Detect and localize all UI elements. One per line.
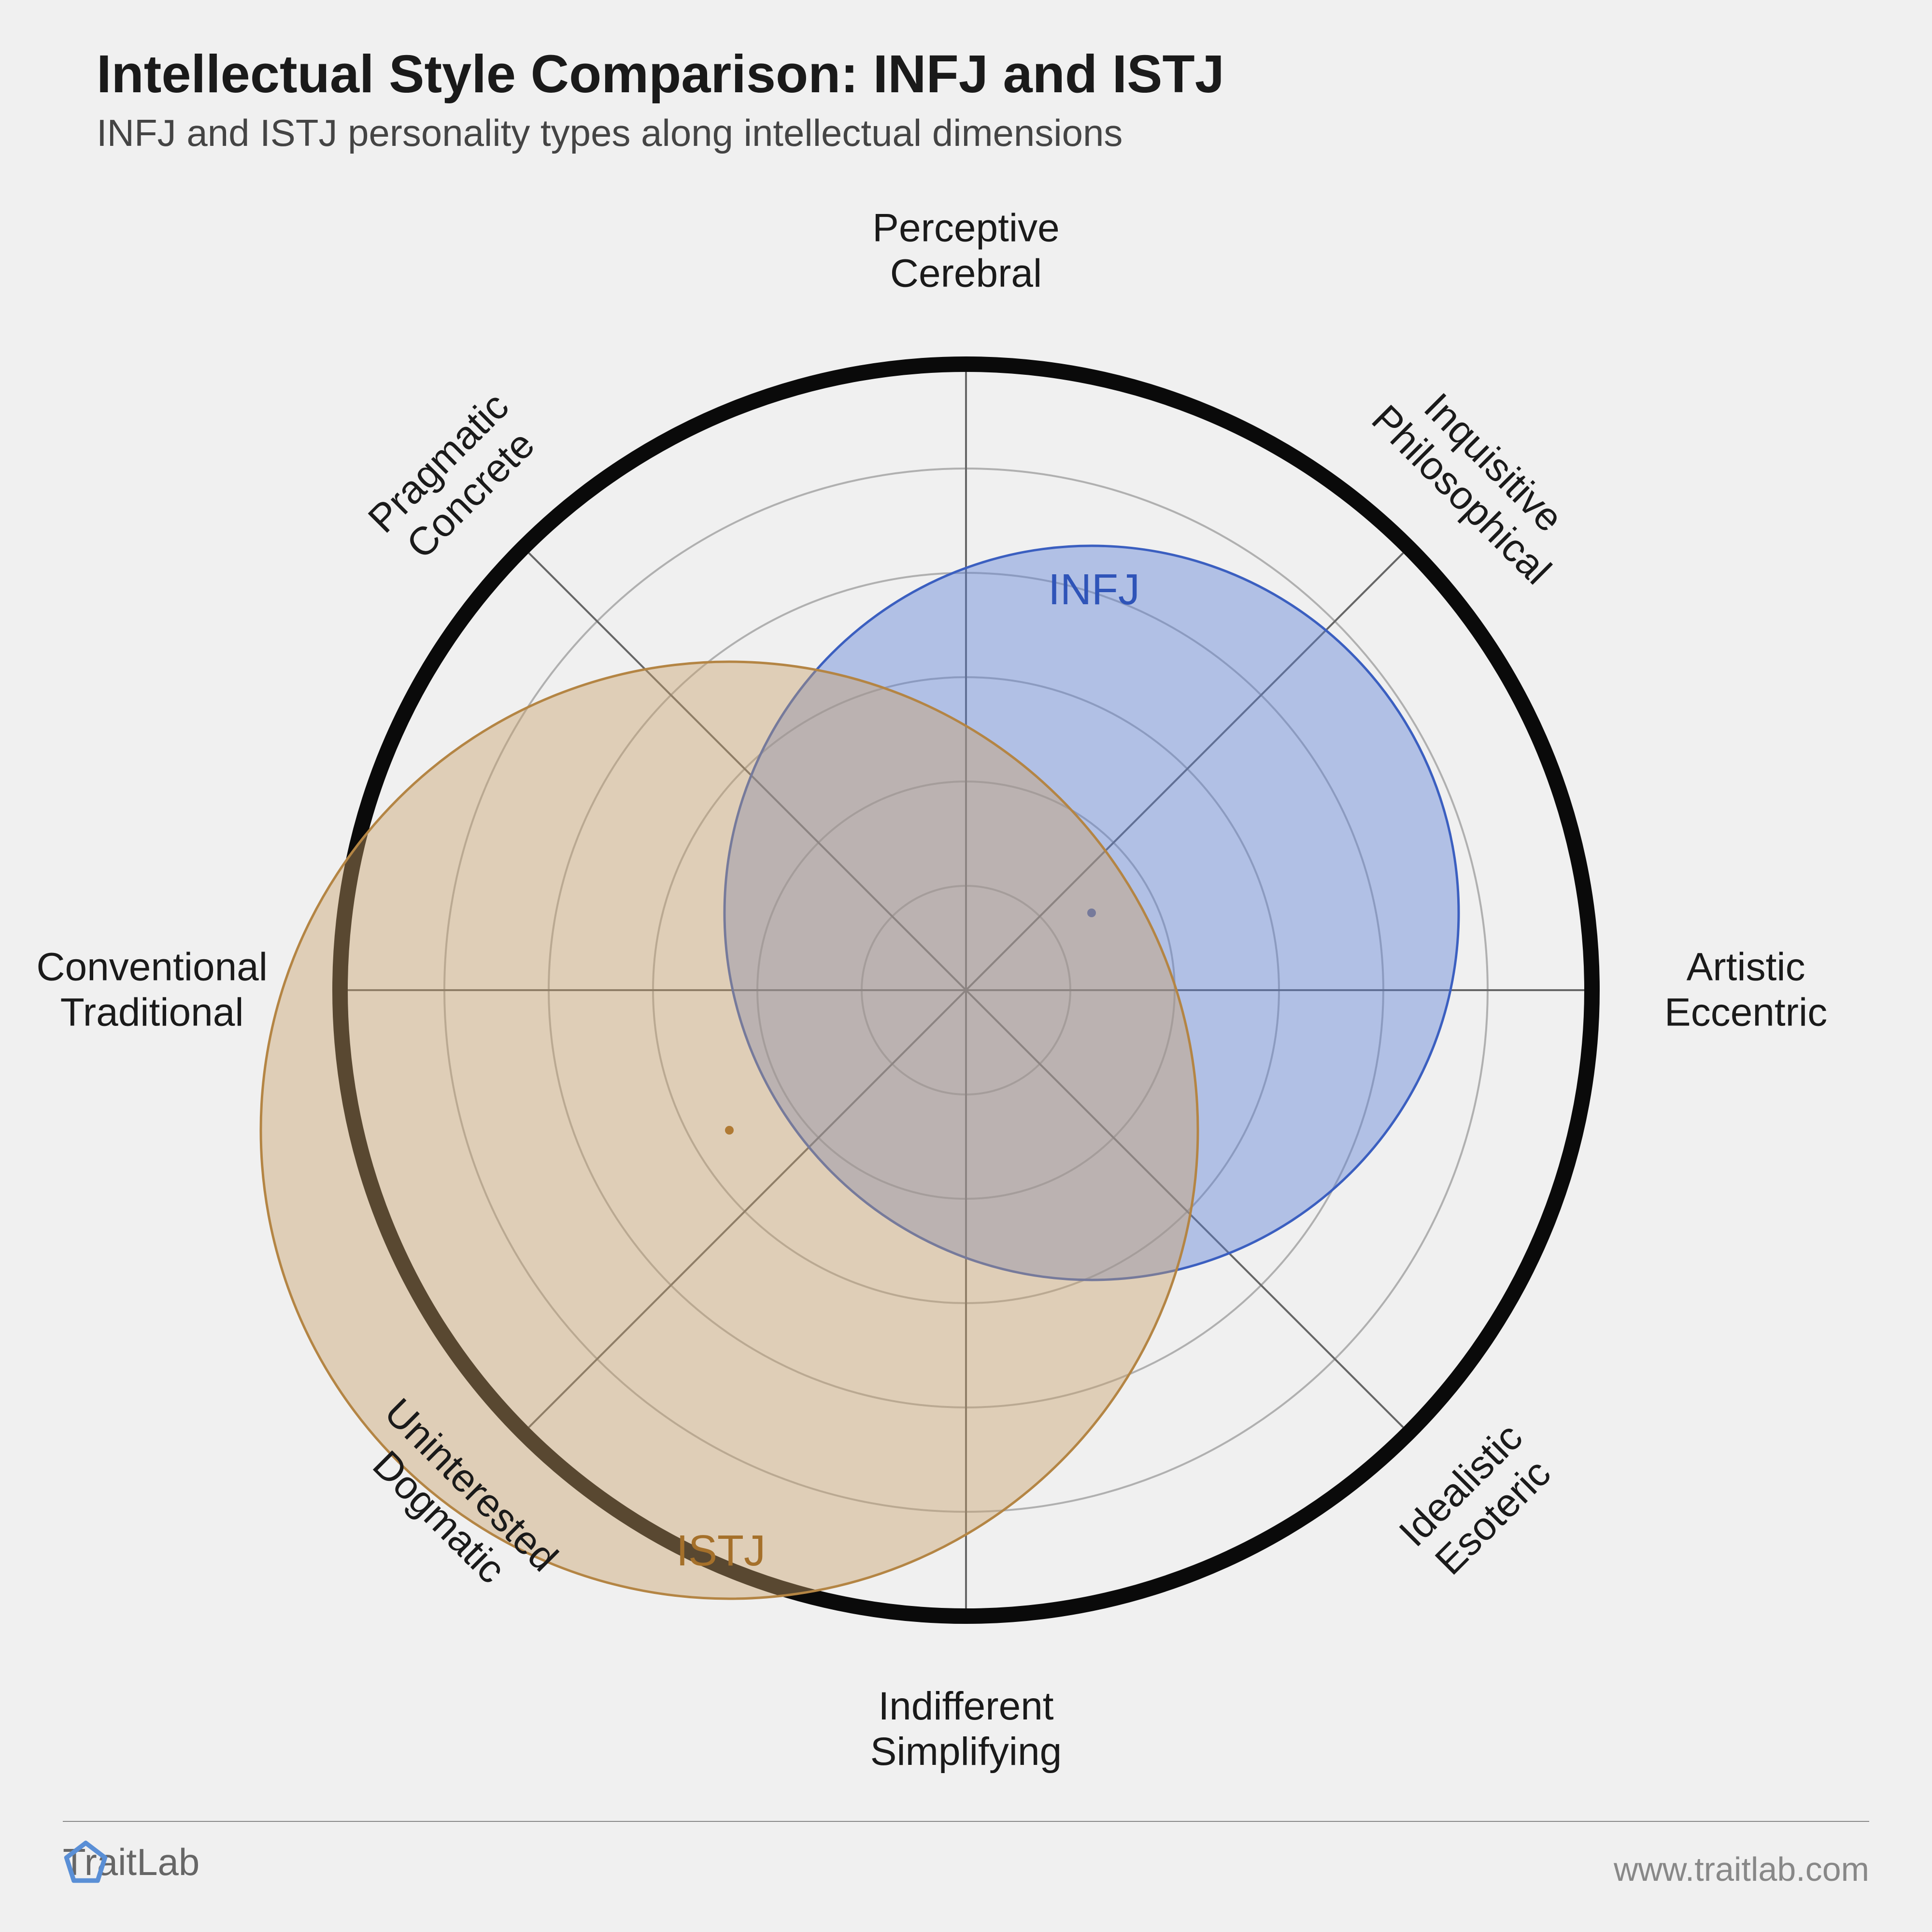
axis-label: Conventional Traditional [36,945,268,1036]
axis-label: Perceptive Cerebral [872,205,1059,297]
series-label-istj: ISTJ [676,1526,766,1576]
axis-label: Indifferent Simplifying [870,1684,1062,1775]
footer-brand-block: TraitLab [63,1840,199,1884]
footer-url: www.traitlab.com [1614,1850,1869,1889]
footer-divider [63,1821,1869,1822]
chart-canvas: { "title": "Intellectual Style Compariso… [0,0,1932,1932]
axis-label: Artistic Eccentric [1664,945,1827,1036]
series-label-infj: INFJ [1048,565,1140,615]
traitlab-logo-icon [63,1839,109,1885]
